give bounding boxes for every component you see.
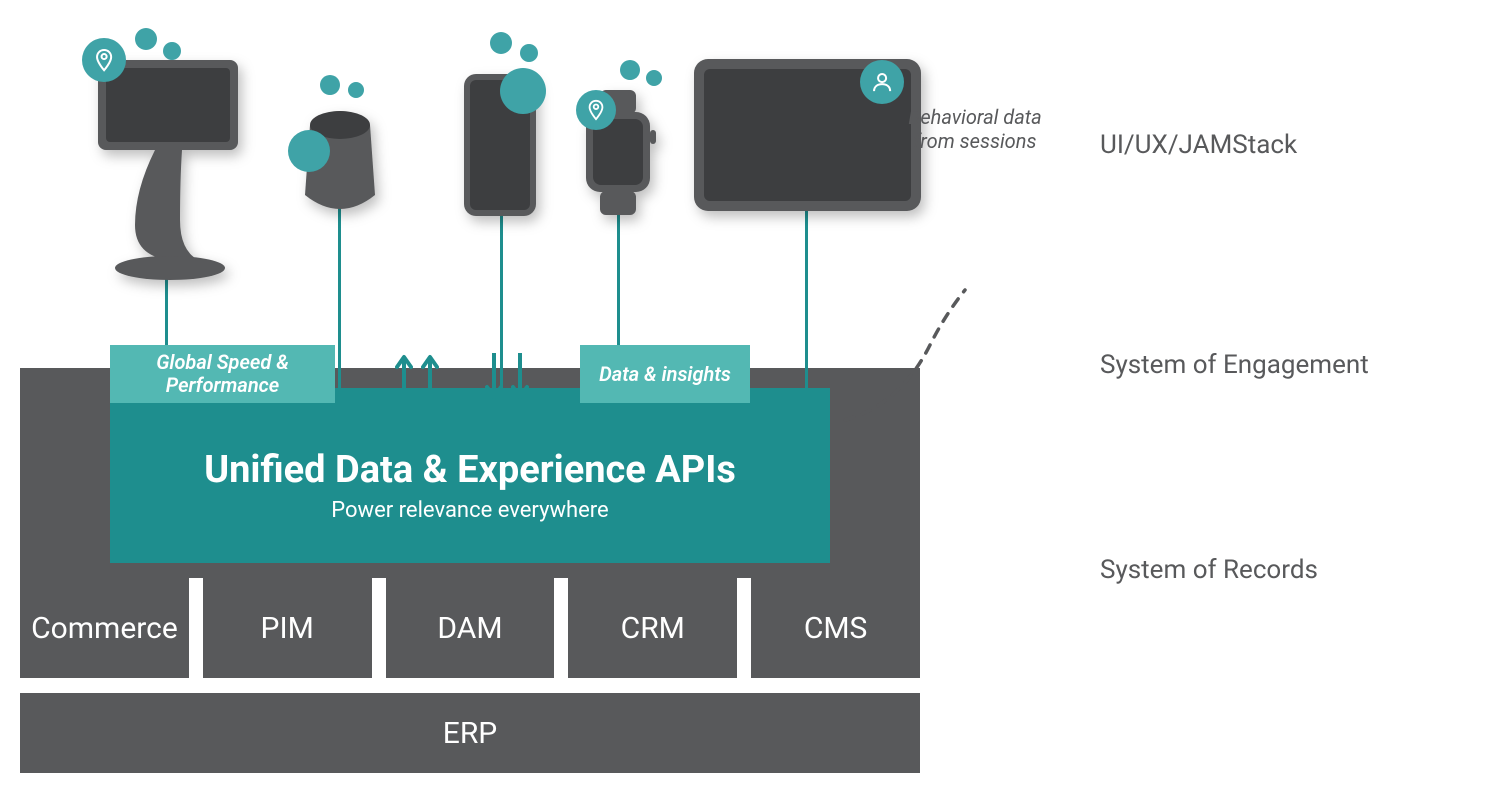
arrows-up [395,353,439,401]
record-dam: DAM [386,578,555,678]
erp-bar: ERP [20,693,920,773]
apis-subtitle: Power relevance everywhere [331,498,608,523]
dot-icon [490,32,512,54]
behavioral-curve [840,285,970,425]
mini-box-insights: Data & insights [580,345,750,403]
mini-left-label: Global Speed & Performance [120,351,325,397]
apis-box: Unified Data & Experience APIs Power rel… [110,388,830,563]
behavioral-data-label: Behavioral data from sessions [905,105,1045,153]
mini-right-label: Data & insights [599,363,731,386]
record-label: CRM [621,611,685,646]
dot-icon [520,44,538,62]
dot-icon [620,60,640,80]
dot-icon [500,68,546,114]
dot-icon [135,28,157,50]
apis-title: Unified Data & Experience APIs [204,448,736,492]
record-pim: PIM [203,578,372,678]
erp-label: ERP [443,716,497,751]
mini-box-performance: Global Speed & Performance [110,345,335,403]
device-kiosk [80,50,250,280]
architecture-diagram: ERP Commerce PIM DAM CRM CMS Unified Dat… [20,20,920,773]
record-label: CMS [804,611,868,646]
user-icon [860,60,904,104]
arrow-up-icon [421,353,439,401]
record-crm: CRM [568,578,737,678]
record-label: PIM [261,611,314,646]
layer-label-mid: System of Engagement [1100,350,1369,380]
records-row: Commerce PIM DAM CRM CMS [20,578,920,678]
dot-icon [320,75,340,95]
layer-label-top: UI/UX/JAMStack [1100,130,1297,160]
record-commerce: Commerce [20,578,189,678]
arrow-up-icon [395,353,413,401]
arrows-down [485,353,529,401]
record-cms: CMS [751,578,920,678]
stem-speaker [338,198,341,388]
arrow-down-icon [485,353,503,401]
arrow-down-icon [511,353,529,401]
map-pin-icon [576,90,616,130]
record-label: Commerce [31,611,178,646]
dot-icon [348,82,364,98]
layer-label-bottom: System of Records [1100,555,1318,585]
dot-icon [288,130,330,172]
dot-icon [163,42,181,60]
dot-icon [646,70,662,86]
record-label: DAM [437,611,502,646]
map-pin-icon [82,38,126,82]
